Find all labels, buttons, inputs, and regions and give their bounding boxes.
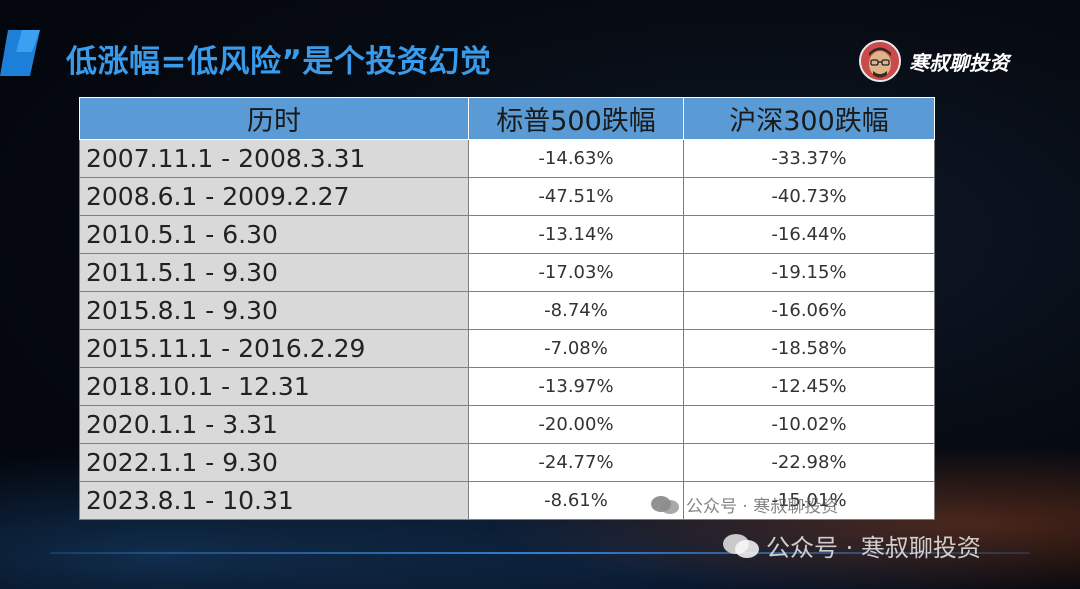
table-row: 2010.5.1 - 6.30 -13.14% -16.44% — [79, 215, 935, 254]
period-cell: 2010.5.1 - 6.30 — [79, 215, 469, 254]
sp500-cell: -24.77% — [468, 443, 684, 482]
csi300-cell: -18.58% — [683, 329, 935, 368]
sp500-cell: -13.14% — [468, 215, 684, 254]
table-header-row: 历时 标普500跌幅 沪深300跌幅 — [79, 97, 935, 140]
csi300-cell: -16.44% — [683, 215, 935, 254]
watermark-small-text: 公众号 · 寒叔聊投资 — [686, 497, 839, 517]
bottom-divider — [50, 552, 1030, 554]
header-csi300: 沪深300跌幅 — [683, 97, 935, 140]
watermark-large-text: 公众号 · 寒叔聊投资 — [766, 534, 981, 562]
csi300-cell: -40.73% — [683, 177, 935, 216]
brand-name: 寒叔聊投资 — [909, 50, 1009, 75]
table-row: 2023.8.1 - 10.31 -8.61% -15.01% — [79, 481, 935, 520]
table-row: 2015.8.1 - 9.30 -8.74% -16.06% — [79, 291, 935, 330]
watermark-large: 公众号 · 寒叔聊投资 — [722, 528, 981, 563]
sp500-cell: -13.97% — [468, 367, 684, 406]
csi300-cell: -16.06% — [683, 291, 935, 330]
sp500-cell: -8.74% — [468, 291, 684, 330]
csi300-cell: -19.15% — [683, 253, 935, 292]
table-row: 2015.11.1 - 2016.2.29 -7.08% -18.58% — [79, 329, 935, 368]
table-row: 2008.6.1 - 2009.2.27 -47.51% -40.73% — [79, 177, 935, 216]
sp500-cell: -8.61% — [468, 481, 684, 520]
table-row: 2007.11.1 - 2008.3.31 -14.63% -33.37% — [79, 139, 935, 178]
avatar — [859, 40, 901, 82]
csi300-cell: -12.45% — [683, 367, 935, 406]
period-cell: 2015.11.1 - 2016.2.29 — [79, 329, 469, 368]
watermark-small: 公众号 · 寒叔聊投资 — [650, 492, 838, 517]
period-cell: 2018.10.1 - 12.31 — [79, 367, 469, 406]
table-row: 2018.10.1 - 12.31 -13.97% -12.45% — [79, 367, 935, 406]
csi300-cell: -33.37% — [683, 139, 935, 178]
period-cell: 2007.11.1 - 2008.3.31 — [79, 139, 469, 178]
period-cell: 2011.5.1 - 9.30 — [79, 253, 469, 292]
sp500-cell: -47.51% — [468, 177, 684, 216]
avatar-portrait-icon — [861, 42, 899, 80]
table-row: 2022.1.1 - 9.30 -24.77% -22.98% — [79, 443, 935, 482]
sp500-cell: -17.03% — [468, 253, 684, 292]
decline-table: 历时 标普500跌幅 沪深300跌幅 2007.11.1 - 2008.3.31… — [79, 97, 935, 520]
sp500-cell: -14.63% — [468, 139, 684, 178]
slide-logo-icon — [0, 30, 40, 76]
csi300-cell: -15.01% — [683, 481, 935, 520]
sp500-cell: -7.08% — [468, 329, 684, 368]
wechat-icon — [723, 533, 759, 558]
csi300-cell: -22.98% — [683, 443, 935, 482]
slide-title: 低涨幅=低风险”是个投资幻觉 — [66, 44, 492, 80]
period-cell: 2008.6.1 - 2009.2.27 — [79, 177, 469, 216]
csi300-cell: -10.02% — [683, 405, 935, 444]
period-cell: 2022.1.1 - 9.30 — [79, 443, 469, 482]
period-cell: 2015.8.1 - 9.30 — [79, 291, 469, 330]
table-row: 2011.5.1 - 9.30 -17.03% -19.15% — [79, 253, 935, 292]
brand-badge: 寒叔聊投资 — [859, 40, 1009, 82]
period-cell: 2023.8.1 - 10.31 — [79, 481, 469, 520]
period-cell: 2020.1.1 - 3.31 — [79, 405, 469, 444]
header-period: 历时 — [79, 97, 469, 140]
wechat-icon — [651, 495, 679, 514]
sp500-cell: -20.00% — [468, 405, 684, 444]
table-row: 2020.1.1 - 3.31 -20.00% -10.02% — [79, 405, 935, 444]
header-sp500: 标普500跌幅 — [468, 97, 684, 140]
